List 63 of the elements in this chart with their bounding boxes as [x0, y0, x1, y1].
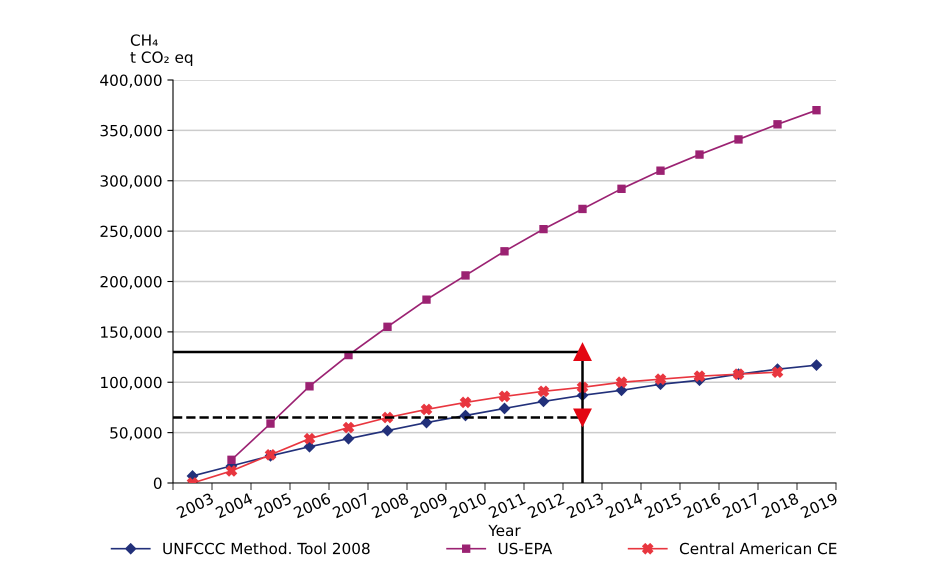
point [578, 204, 587, 214]
y-tick-label: 0 [154, 477, 162, 490]
x-tick-label: 2010 [449, 492, 488, 518]
point [734, 135, 743, 144]
y-tick-label: 350,000 [100, 124, 162, 138]
point [460, 396, 472, 408]
point [420, 404, 432, 416]
legend-label: US-EPA [498, 542, 552, 554]
point [616, 376, 628, 388]
x-tick-label: 2019 [800, 492, 838, 518]
point [304, 441, 316, 452]
x-tick-label: 2015 [644, 492, 682, 518]
x-tick-label: 2006 [293, 492, 332, 518]
point [654, 374, 666, 385]
y-tick-label: 50,000 [110, 427, 162, 440]
x-tick-label: 2009 [410, 492, 448, 518]
y-axis-title: CH₄ t CO₂ eq [130, 34, 192, 66]
legend-label: UNFCCC Method. Tool 2008 [163, 542, 370, 554]
point [382, 425, 394, 436]
point [539, 224, 548, 234]
x-tick-label: 2005 [254, 492, 292, 518]
point [538, 386, 550, 397]
y-tick-label: 200,000 [100, 276, 162, 290]
point [342, 422, 354, 434]
point [812, 106, 821, 114]
point [461, 271, 470, 280]
point [422, 295, 431, 304]
point [226, 465, 238, 476]
point [500, 247, 509, 256]
point [383, 322, 392, 332]
point [695, 150, 704, 159]
point [227, 456, 236, 464]
x-tick-label: 2004 [215, 492, 254, 518]
y-tick-label: 250,000 [100, 226, 162, 239]
point [266, 419, 275, 428]
point [810, 360, 822, 371]
point [498, 390, 510, 402]
point [773, 120, 782, 128]
legend-label: Central American CE [680, 542, 836, 554]
point [342, 433, 354, 444]
point [420, 416, 432, 428]
point [772, 366, 784, 378]
point [617, 184, 626, 193]
x-tick-label: 2003 [176, 492, 214, 518]
point [304, 433, 316, 444]
point [694, 370, 706, 382]
x-tick-label: 2016 [683, 492, 722, 518]
x-tick-label: 2008 [371, 492, 410, 518]
x-tick-label: 2018 [761, 492, 800, 518]
x-tick-label: 2011 [488, 492, 526, 518]
y-tick-label: 150,000 [101, 326, 162, 340]
y-tick-label: 300,000 [100, 175, 162, 188]
point [656, 166, 665, 175]
point [538, 396, 550, 407]
x-tick-label: 2012 [527, 492, 565, 518]
y-tick-label: 400,000 [100, 74, 162, 88]
point [616, 384, 628, 396]
x-tick-label: 2013 [566, 492, 604, 518]
y-tick-label: 100,000 [101, 376, 162, 390]
point [498, 402, 510, 414]
x-tick-label: 2014 [605, 492, 644, 518]
x-axis-title: Year [488, 524, 521, 536]
point [305, 382, 314, 390]
